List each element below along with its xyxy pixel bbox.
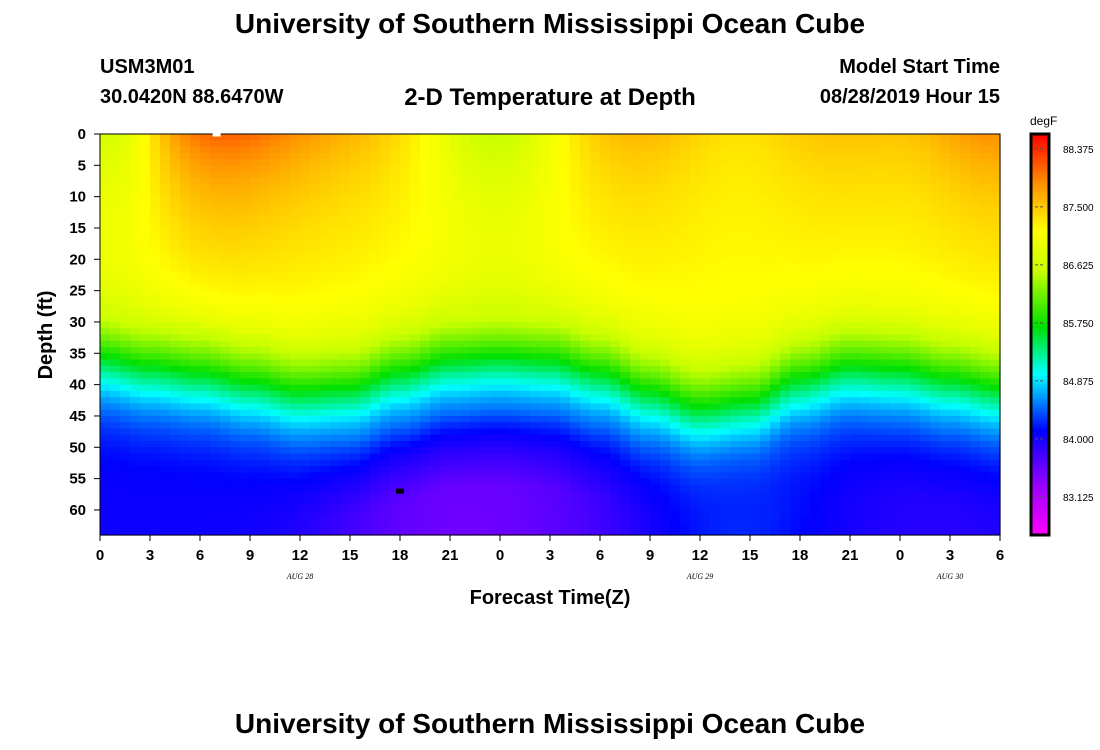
page-title: University of Southern Mississippi Ocean… bbox=[234, 8, 866, 39]
x-tick-label: 9 bbox=[646, 547, 654, 564]
x-tick-label: 0 bbox=[96, 547, 104, 564]
x-tick-label: 15 bbox=[742, 547, 759, 564]
y-axis-title: Depth (ft) bbox=[35, 291, 57, 380]
station-id: USM3M01 bbox=[100, 56, 195, 78]
heatmap-field bbox=[100, 134, 1001, 536]
colorbar-tick-label: 84.875 bbox=[1063, 377, 1094, 388]
y-tick-label: 50 bbox=[69, 439, 86, 456]
x-tick-label: 12 bbox=[292, 547, 309, 564]
colorbar: degF 88.375 87.500 86.625 85.750 84.875 84.00… bbox=[1029, 114, 1094, 537]
x-tick-label: 6 bbox=[596, 547, 604, 564]
model-start-value: 08/28/2019 Hour 15 bbox=[819, 86, 1000, 108]
y-tick-label: 55 bbox=[69, 471, 86, 488]
colorbar-tick-label: 86.625 bbox=[1063, 261, 1094, 272]
y-tick-label: 45 bbox=[69, 408, 86, 425]
x-tick-label: 6 bbox=[196, 547, 204, 564]
x-tick-label: 18 bbox=[792, 547, 809, 564]
x-date-label: AUG 28 bbox=[286, 572, 313, 581]
colorbar-tick-label: 84.000 bbox=[1063, 435, 1094, 446]
x-tick-label: 18 bbox=[392, 547, 409, 564]
x-date-label: AUG 30 bbox=[936, 572, 963, 581]
y-tick-label: 10 bbox=[69, 189, 86, 206]
y-tick-label: 20 bbox=[69, 251, 86, 268]
model-start-label: Model Start Time bbox=[839, 56, 1000, 78]
colorbar-tick-label: 85.750 bbox=[1063, 319, 1094, 330]
plot-title: 2-D Temperature at Depth bbox=[404, 84, 696, 111]
y-tick-label: 30 bbox=[69, 314, 86, 331]
x-axis: 0 3 6 9 12 15 18 21 0 3 6 9 12 15 18 21 0 3 6 AUG 28 AUG 29 A… bbox=[96, 535, 1004, 581]
x-tick-label: 15 bbox=[342, 547, 359, 564]
colorbar-gradient bbox=[1029, 132, 1051, 537]
x-tick-label: 3 bbox=[146, 547, 154, 564]
y-axis: 0 5 10 15 20 25 30 35 40 45 50 55 60 bbox=[69, 126, 100, 519]
x-date-label: AUG 29 bbox=[686, 572, 713, 581]
x-tick-label: 6 bbox=[996, 547, 1004, 564]
data-marker bbox=[212, 131, 221, 137]
x-tick-label: 3 bbox=[946, 547, 954, 564]
footer-title: University of Southern Mississippi Ocean… bbox=[234, 708, 866, 739]
station-coordinates: 30.0420N 88.6470W bbox=[100, 86, 284, 108]
x-tick-label: 21 bbox=[842, 547, 859, 564]
y-tick-label: 15 bbox=[69, 220, 86, 237]
y-tick-label: 0 bbox=[78, 126, 86, 143]
colorbar-tick-label: 87.500 bbox=[1063, 203, 1094, 214]
x-axis-title: Forecast Time(Z) bbox=[470, 587, 631, 609]
colorbar-tick-label: 88.375 bbox=[1063, 145, 1094, 156]
y-tick-label: 40 bbox=[69, 377, 86, 394]
y-tick-label: 35 bbox=[69, 345, 86, 362]
x-tick-label: 9 bbox=[246, 547, 254, 564]
x-tick-label: 21 bbox=[442, 547, 459, 564]
x-tick-label: 12 bbox=[692, 547, 709, 564]
x-tick-label: 0 bbox=[896, 547, 904, 564]
data-marker bbox=[396, 488, 404, 494]
colorbar-tick-label: 83.125 bbox=[1063, 493, 1094, 504]
y-tick-label: 5 bbox=[78, 157, 86, 174]
y-tick-label: 60 bbox=[69, 502, 86, 519]
colorbar-unit: degF bbox=[1030, 114, 1057, 128]
y-tick-label: 25 bbox=[69, 283, 86, 300]
x-tick-label: 0 bbox=[496, 547, 504, 564]
x-tick-label: 3 bbox=[546, 547, 554, 564]
